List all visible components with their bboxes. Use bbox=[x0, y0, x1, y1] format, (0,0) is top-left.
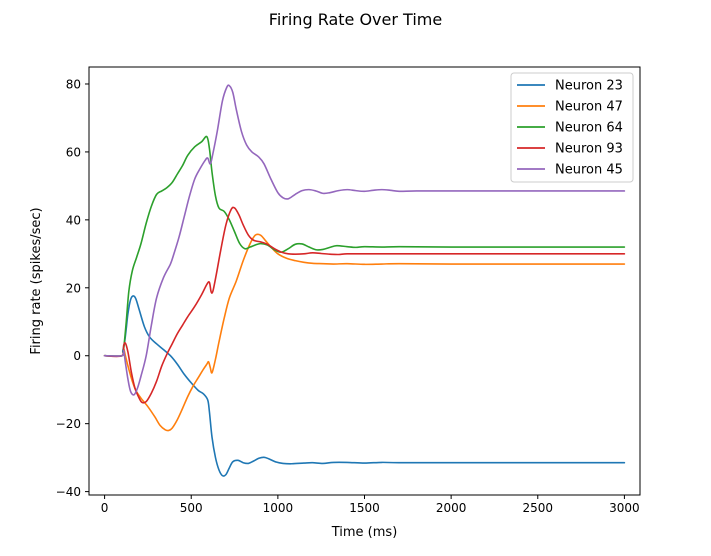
series-line-3 bbox=[103, 135, 626, 358]
x-tick-label: 1000 bbox=[263, 501, 294, 515]
y-tick-label: 60 bbox=[66, 145, 81, 159]
series-line-2 bbox=[103, 233, 626, 432]
legend-label: Neuron 45 bbox=[555, 163, 623, 178]
x-axis: 0 500 1000 1500 2000 2500 3000 bbox=[101, 495, 640, 515]
x-axis-label: Time (ms) bbox=[331, 525, 398, 540]
y-tick-label: −40 bbox=[56, 485, 81, 499]
x-tick-label: 2000 bbox=[436, 501, 467, 515]
y-tick-label: 20 bbox=[66, 281, 81, 295]
legend-label: Neuron 64 bbox=[555, 121, 623, 136]
legend-label: Neuron 23 bbox=[555, 79, 623, 94]
legend-label: Neuron 47 bbox=[555, 100, 623, 115]
y-tick-label: 80 bbox=[66, 77, 81, 91]
legend-box bbox=[510, 72, 634, 183]
x-tick-label: 500 bbox=[180, 501, 203, 515]
x-tick-label: 0 bbox=[101, 501, 109, 515]
x-tick-label: 1500 bbox=[349, 501, 380, 515]
y-tick-label: 0 bbox=[73, 349, 81, 363]
chart-title: Firing Rate Over Time bbox=[269, 10, 442, 29]
y-axis: −40 −20 0 20 40 60 80 bbox=[56, 77, 89, 499]
series-line-5 bbox=[103, 84, 626, 396]
series-line-1 bbox=[103, 295, 626, 477]
y-tick-label: 40 bbox=[66, 213, 81, 227]
legend: Neuron 23 Neuron 47 Neuron 64 Neuron 93 Neur… bbox=[510, 72, 634, 183]
y-axis-label: Firing rate (spikes/sec) bbox=[29, 207, 44, 354]
x-tick-label: 2500 bbox=[522, 501, 553, 515]
series-line-4 bbox=[103, 206, 626, 404]
x-tick-label: 3000 bbox=[609, 501, 640, 515]
legend-label: Neuron 93 bbox=[555, 142, 623, 157]
plot-lines bbox=[103, 84, 626, 477]
y-tick-label: −20 bbox=[56, 417, 81, 431]
